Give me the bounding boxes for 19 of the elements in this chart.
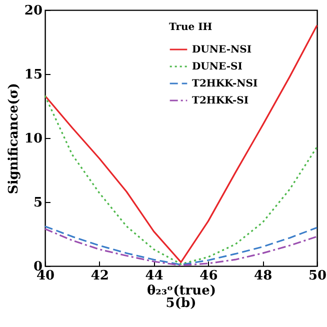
legend-title: True IH [169, 22, 212, 33]
y-tick-label: 20 [24, 4, 42, 18]
x-tick-label: 44 [145, 268, 164, 284]
legend-label: T2HKK-SI [192, 96, 249, 106]
y-axis-title: Significance(σ) [6, 82, 22, 194]
x-tick-label: 48 [254, 268, 272, 284]
y-tick-label: 10 [24, 132, 42, 146]
x-tick-label: 42 [90, 268, 109, 284]
line-series [44, 94, 318, 265]
x-tick-label: 46 [200, 268, 218, 284]
y-tick-label: 5 [33, 196, 42, 210]
y-tick-label: 15 [24, 68, 42, 82]
legend-label: DUNE-NSI [192, 44, 252, 56]
x-axis-title: θ₂₃ᵒ(true) [146, 284, 216, 298]
legend-label: T2HKK-NSI [192, 78, 258, 90]
text: 5(b) [166, 296, 196, 311]
legend-label: DUNE-SI [192, 62, 243, 72]
line-series [44, 24, 318, 263]
x-tick-label: 50 [308, 268, 327, 284]
